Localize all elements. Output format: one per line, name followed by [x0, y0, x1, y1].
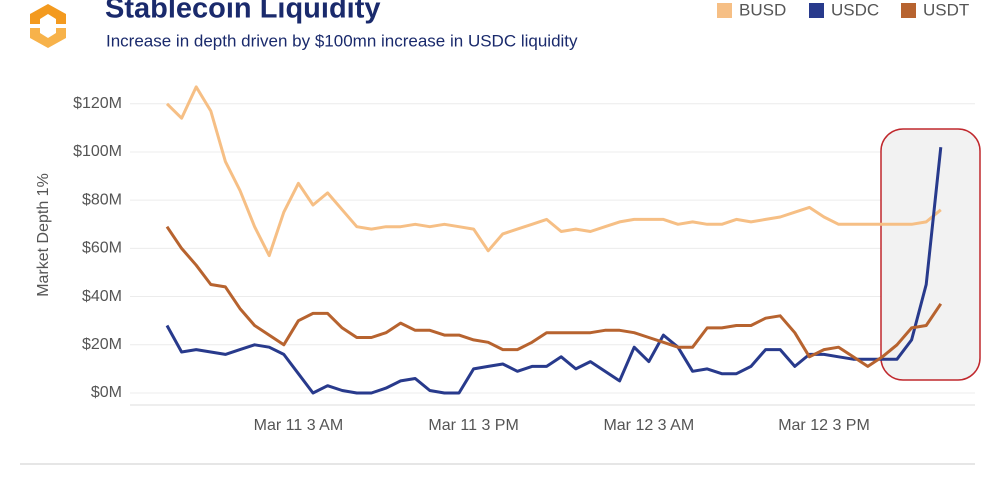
- legend-label: USDC: [831, 0, 879, 19]
- legend-swatch: [717, 3, 732, 18]
- x-tick-label: Mar 12 3 AM: [603, 417, 694, 434]
- y-tick-label: $60M: [82, 240, 122, 257]
- legend-label: BUSD: [739, 0, 786, 19]
- series-line: [165, 85, 942, 258]
- x-tick-label: Mar 12 3 PM: [778, 417, 870, 434]
- y-tick-label: $100M: [73, 143, 122, 160]
- x-tick-label: Mar 11 3 PM: [428, 417, 518, 434]
- y-tick-label: $40M: [82, 288, 122, 305]
- legend-swatch: [809, 3, 824, 18]
- x-tick-label: Mar 11 3 AM: [254, 417, 344, 434]
- series-line: [165, 225, 943, 368]
- logo: [30, 4, 66, 48]
- chart-subtitle: Increase in depth driven by $100mn incre…: [106, 31, 578, 50]
- y-tick-label: $80M: [82, 191, 122, 208]
- series-line: [165, 147, 943, 395]
- legend-label: USDT: [923, 0, 969, 19]
- y-axis-label: Market Depth 1%: [35, 173, 52, 297]
- y-tick-label: $20M: [82, 336, 122, 353]
- y-tick-label: $120M: [73, 95, 122, 112]
- y-tick-label: $0M: [91, 384, 122, 401]
- legend-swatch: [901, 3, 916, 18]
- chart-title: Stablecoin Liquidity: [105, 0, 381, 25]
